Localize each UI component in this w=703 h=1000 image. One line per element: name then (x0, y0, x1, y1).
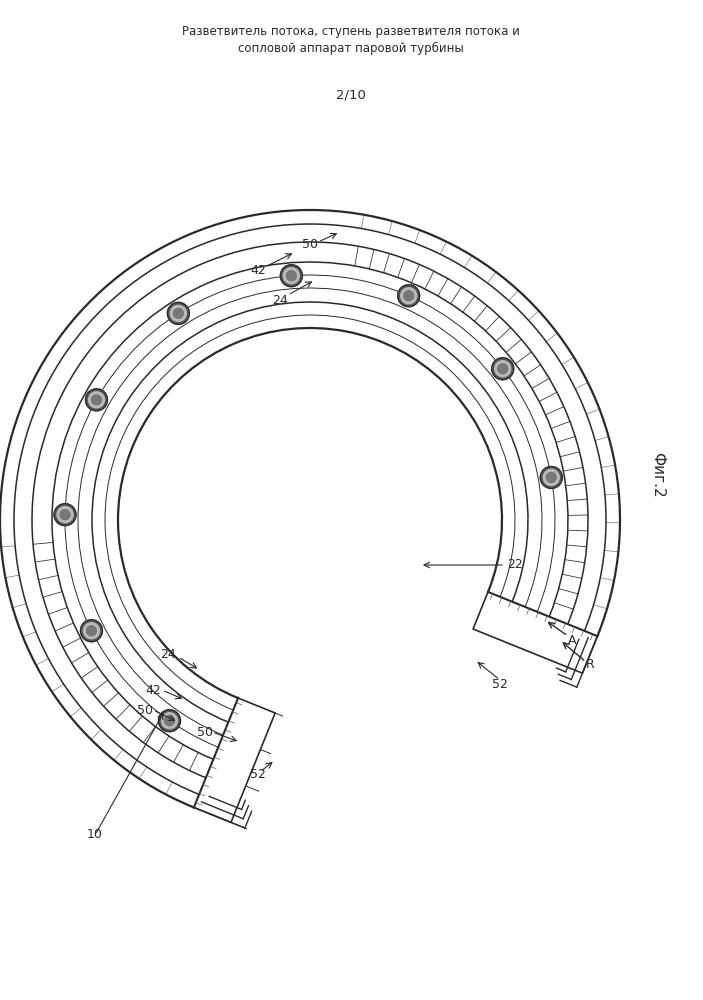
Circle shape (401, 288, 417, 304)
Text: 42: 42 (145, 684, 161, 696)
Circle shape (158, 710, 181, 732)
Text: 24: 24 (160, 648, 176, 662)
Text: 52: 52 (250, 768, 266, 782)
Text: 22: 22 (507, 558, 523, 572)
Circle shape (162, 713, 177, 729)
Text: R: R (586, 658, 594, 672)
Circle shape (283, 268, 299, 284)
Text: 50: 50 (197, 726, 213, 738)
Text: Фиг.2: Фиг.2 (650, 452, 666, 498)
Circle shape (84, 623, 99, 639)
Text: 50: 50 (302, 238, 318, 251)
Circle shape (495, 361, 511, 377)
Text: Разветвитель потока, ступень разветвителя потока и: Разветвитель потока, ступень разветвител… (182, 25, 520, 38)
Circle shape (86, 389, 108, 411)
Circle shape (167, 302, 189, 324)
Circle shape (491, 358, 514, 380)
Text: 24: 24 (272, 294, 288, 306)
Text: 50: 50 (137, 704, 153, 716)
Text: 10: 10 (87, 828, 103, 842)
Circle shape (80, 620, 103, 642)
Text: 52: 52 (492, 678, 508, 692)
Text: 2/10: 2/10 (336, 89, 366, 102)
Circle shape (60, 510, 70, 520)
Circle shape (89, 392, 105, 408)
Text: сопловой аппарат паровой турбины: сопловой аппарат паровой турбины (238, 41, 464, 55)
Circle shape (91, 395, 101, 405)
Text: 42: 42 (250, 263, 266, 276)
Circle shape (86, 626, 96, 636)
Circle shape (170, 305, 186, 321)
Circle shape (280, 265, 302, 287)
Circle shape (165, 716, 174, 726)
Circle shape (174, 308, 183, 318)
Circle shape (398, 285, 420, 307)
Text: A: A (568, 634, 576, 647)
Circle shape (54, 504, 76, 526)
Circle shape (541, 466, 562, 488)
Circle shape (404, 291, 413, 301)
Circle shape (546, 472, 556, 482)
Circle shape (57, 507, 73, 523)
Circle shape (498, 364, 508, 374)
Circle shape (286, 271, 296, 281)
Circle shape (543, 469, 560, 485)
